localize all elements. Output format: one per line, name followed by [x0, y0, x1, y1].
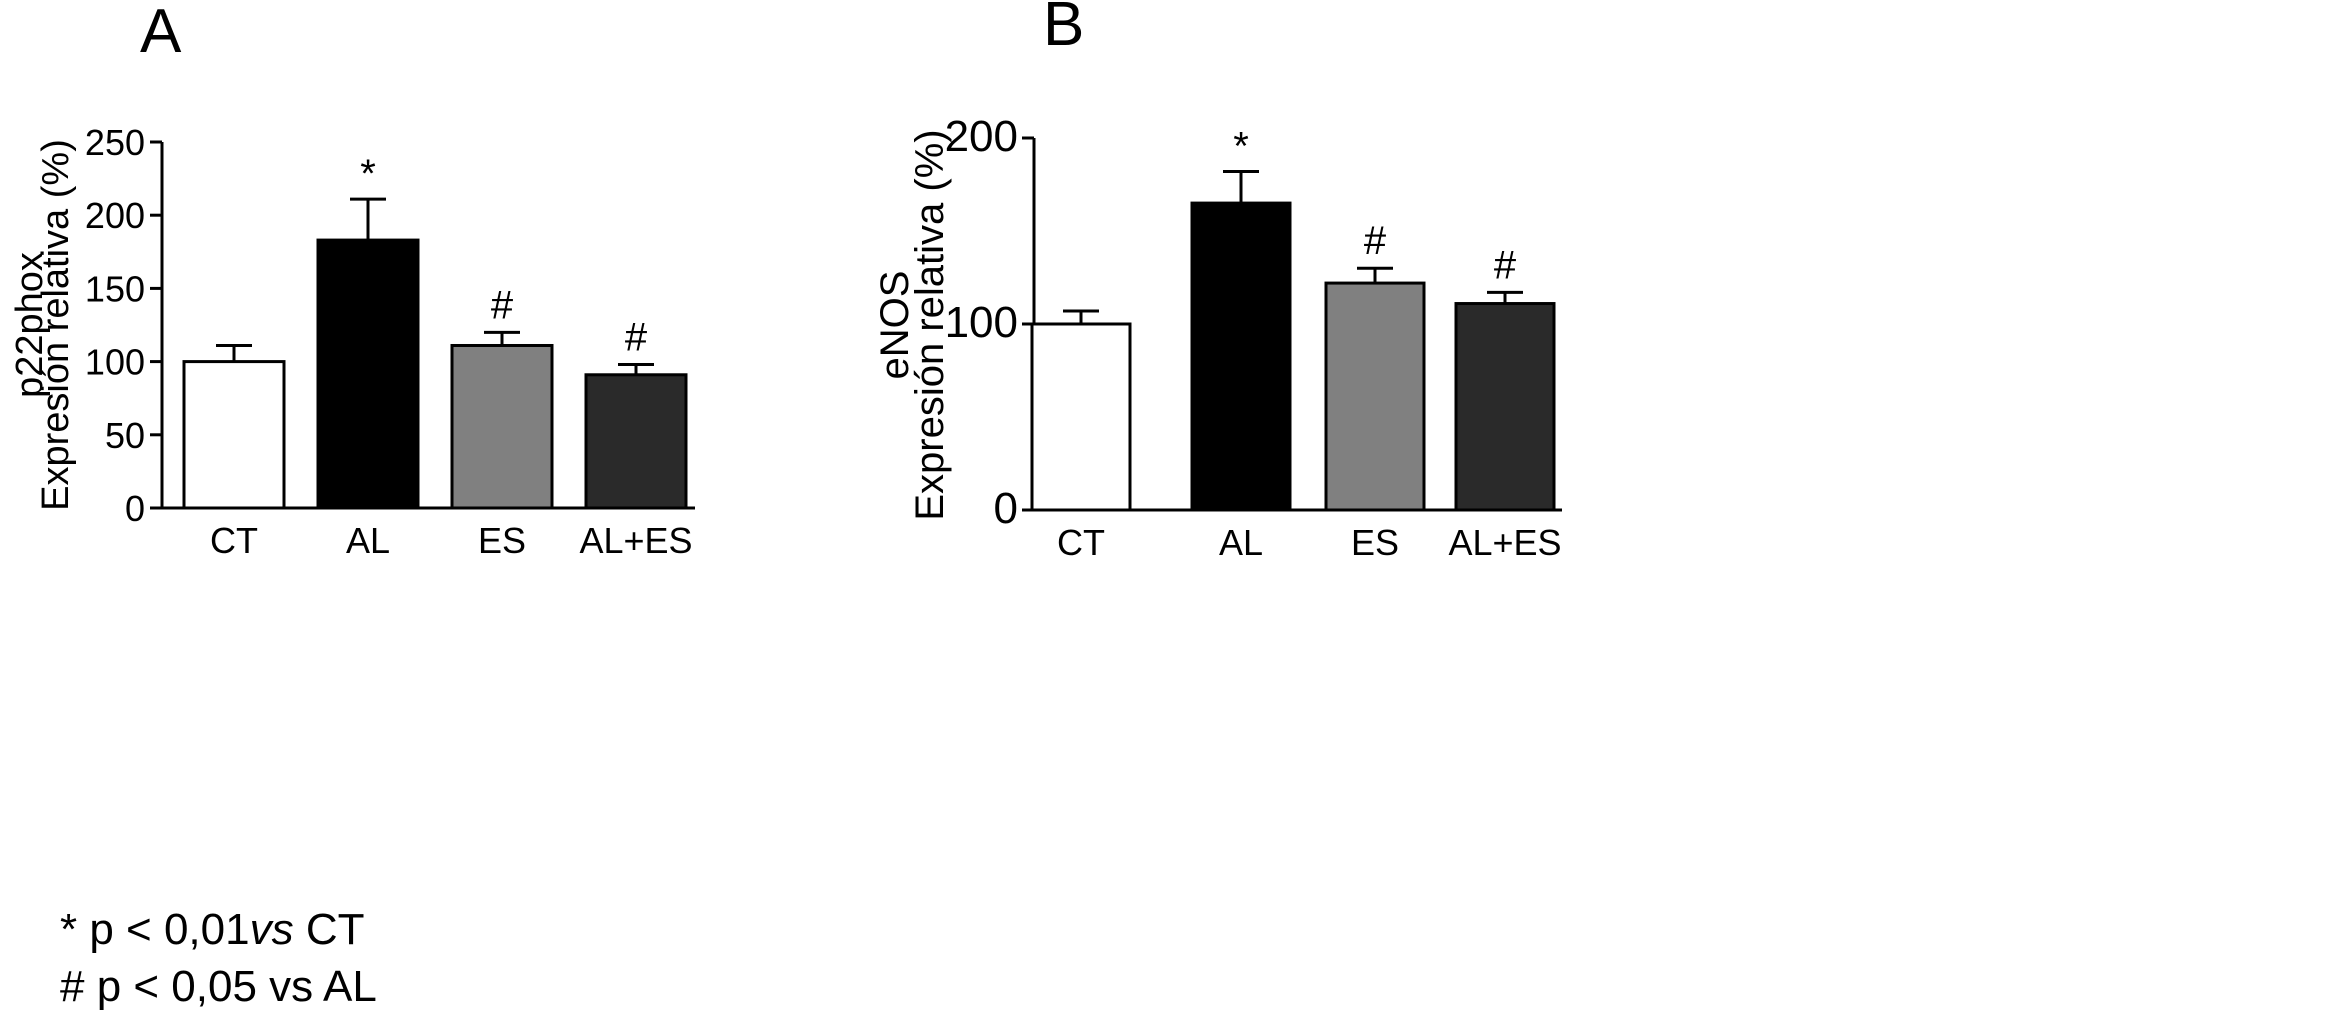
category-label-b: CT	[1057, 522, 1105, 563]
y-tick-label-b: 100	[945, 298, 1018, 347]
bar-b-al	[1190, 201, 1292, 512]
panel-letter-b: B	[1043, 0, 1084, 59]
significance-mark-b: #	[1364, 219, 1387, 263]
y-tick-label-a: 150	[85, 268, 145, 309]
category-label-b: AL+ES	[1448, 522, 1561, 563]
footnote-line1-vs: vs	[249, 905, 294, 954]
bar-b-al-es	[1454, 302, 1556, 512]
bar-a-ct	[182, 360, 286, 510]
category-label-b: ES	[1351, 522, 1399, 563]
footnote-p001: * p < 0,01vs CT	[60, 905, 365, 955]
footnote-line1-prefix: * p < 0,01	[60, 905, 250, 954]
y-tick-label-a: 250	[85, 122, 145, 163]
panel-letter-a: A	[140, 0, 182, 66]
bar-a-es	[450, 343, 554, 510]
y-axis-title-line1-a: p22phox	[9, 252, 51, 398]
significance-mark-a: *	[360, 152, 376, 196]
footnote-p005: # p < 0,05 vs AL	[60, 962, 377, 1011]
y-axis-title-line2-b: Expresión relativa (%)	[908, 129, 952, 520]
y-tick-label-b: 0	[994, 484, 1018, 533]
y-tick-label-b: 200	[945, 112, 1018, 161]
y-tick-label-a: 100	[85, 342, 145, 383]
y-tick-label-a: 0	[125, 488, 145, 529]
significance-mark-b: *	[1233, 124, 1249, 168]
significance-mark-a: #	[491, 283, 514, 327]
category-label-a: AL+ES	[579, 520, 692, 561]
category-label-b: AL	[1219, 522, 1263, 563]
significance-mark-b: #	[1494, 243, 1517, 287]
bar-b-es	[1324, 281, 1426, 512]
bar-a-al	[316, 238, 420, 510]
y-axis-title-line2-a: Expresión relativa (%)	[35, 139, 77, 511]
y-tick-label-a: 50	[105, 415, 145, 456]
significance-mark-a: #	[625, 316, 648, 360]
y-axis-title-line1-b: eNOS	[873, 271, 917, 380]
bar-a-al-es	[584, 373, 688, 510]
category-label-a: CT	[210, 520, 258, 561]
category-label-a: ES	[478, 520, 526, 561]
category-label-a: AL	[346, 520, 390, 561]
y-tick-label-a: 200	[85, 195, 145, 236]
footnote-line1-suffix: CT	[293, 905, 365, 954]
bar-b-ct	[1030, 322, 1132, 512]
